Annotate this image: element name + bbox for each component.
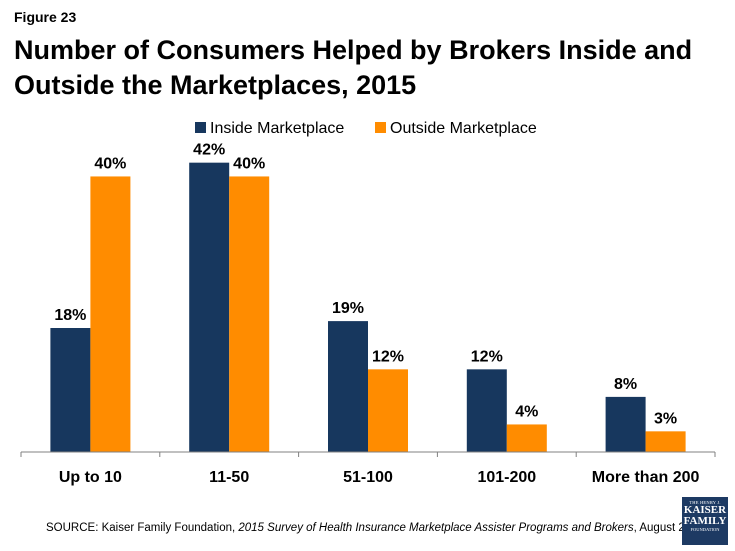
data-label-2-3: 12% (372, 348, 404, 365)
category-label-5: More than 200 (592, 469, 700, 486)
legend-label-2: Outside Marketplace (390, 120, 537, 137)
bar-2-3 (368, 369, 408, 452)
bar-1-5 (605, 396, 646, 452)
bar-2-4 (506, 424, 547, 452)
figure-label: Figure 23 (14, 9, 77, 25)
category-label-4: 101-200 (477, 469, 536, 486)
logo-line2: KAISER (683, 504, 727, 516)
logo-line4: FOUNDATION (690, 527, 720, 532)
data-label-1-5: 8% (614, 376, 637, 393)
category-label-3: 51-100 (343, 469, 393, 486)
bar-1-3 (328, 321, 368, 452)
source-note: SOURCE: Kaiser Family Foundation, 2015 S… (46, 522, 707, 534)
bar-2-5 (645, 431, 686, 452)
data-label-2-5: 3% (654, 410, 677, 427)
bar-2-2 (229, 176, 270, 452)
legend-swatch-1 (195, 122, 206, 133)
category-label-1: Up to 10 (59, 469, 122, 486)
data-label-1-2: 42% (193, 142, 225, 159)
bar-1-1 (50, 328, 91, 452)
legend-swatch-2 (375, 122, 386, 133)
data-label-1-3: 19% (332, 300, 364, 317)
bar-1-2 (189, 162, 230, 452)
logo-line3: FAMILY (683, 515, 727, 527)
bar-1-4 (466, 369, 507, 452)
data-label-1-4: 12% (471, 348, 503, 365)
chart-title: Number of Consumers Helped by Brokers In… (14, 35, 693, 100)
data-label-1-1: 18% (54, 307, 86, 324)
source-title: 2015 Survey of Health Insurance Marketpl… (238, 522, 634, 534)
bar-2-1 (90, 176, 131, 452)
category-label-2: 11-50 (209, 469, 249, 486)
data-label-2-2: 40% (233, 155, 265, 172)
logo-line1: THE HENRY J. (689, 500, 721, 505)
legend-label-1: Inside Marketplace (210, 120, 344, 137)
bar-chart: Inside Marketplace Outside Marketplace 18%… (20, 120, 716, 486)
source-prefix: SOURCE: Kaiser Family Foundation, (46, 522, 239, 534)
data-label-2-1: 40% (94, 155, 126, 172)
kff-logo: THE HENRY J. KAISER FAMILY FOUNDATION (682, 497, 728, 545)
data-label-2-4: 4% (515, 403, 538, 420)
